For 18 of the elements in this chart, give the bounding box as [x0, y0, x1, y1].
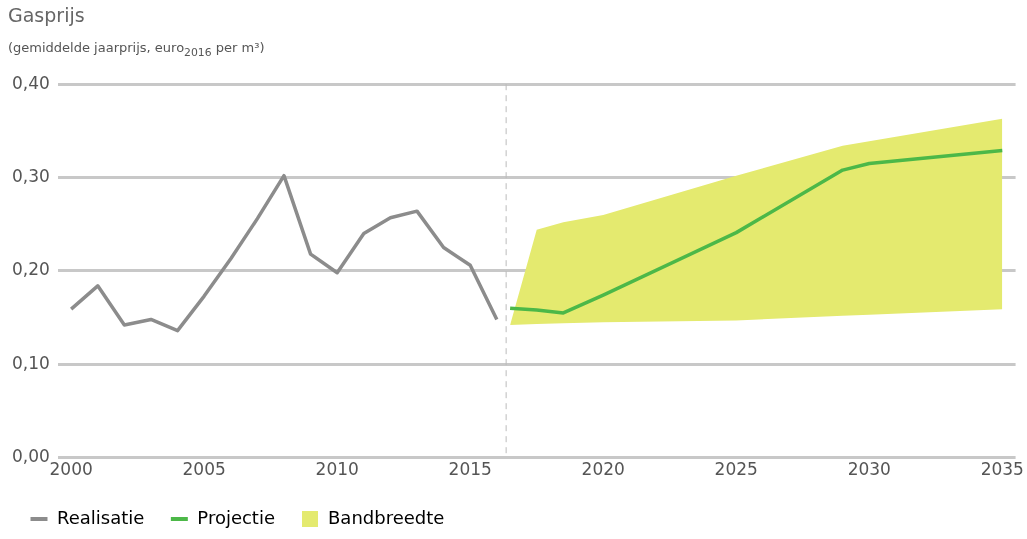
y-tick-label: 0,30	[11, 165, 50, 186]
x-tick-label: 2035	[980, 459, 1024, 480]
y-tick-label: 0,00	[11, 446, 50, 467]
x-tick-label: 2020	[581, 459, 625, 480]
x-tick-label: 2025	[714, 459, 758, 480]
x-tick-label: 2030	[847, 459, 891, 480]
y-tick-label: 0,10	[11, 352, 50, 373]
legend-label: Projectie	[197, 506, 276, 528]
legend-label: Realisatie	[57, 506, 145, 528]
y-tick-label: 0,20	[11, 259, 50, 280]
x-tick-label: 2000	[49, 459, 93, 480]
y-tick-label: 0,40	[11, 72, 50, 93]
legend-label: Bandbreedte	[328, 506, 445, 528]
chart-subtitle: (gemiddelde jaarprijs, euro$_{2016}$ per m³)	[8, 40, 265, 59]
x-tick-label: 2005	[182, 459, 226, 480]
chart-title: Gasprijs	[8, 4, 85, 26]
x-tick-label: 2010	[315, 459, 359, 480]
x-tick-label: 2015	[448, 459, 492, 480]
